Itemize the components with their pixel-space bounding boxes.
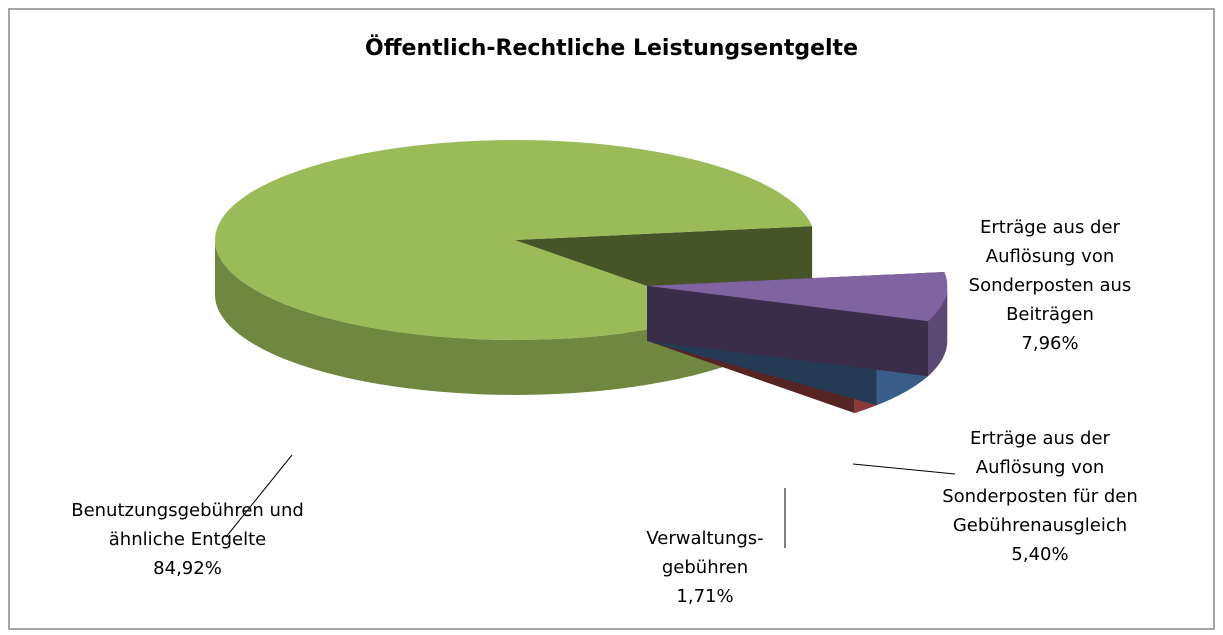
slice-label: Verwaltungs-gebühren 1,71% xyxy=(630,524,780,611)
chart-title: Öffentlich-Rechtliche Leistungsentgelte xyxy=(365,36,858,61)
slice xyxy=(214,139,813,340)
leader-line xyxy=(852,463,956,475)
category-label: Erträge aus der Auflösung von Sonderpost… xyxy=(942,428,1138,536)
pie xyxy=(214,139,948,414)
slice-side xyxy=(215,240,723,395)
slice-face xyxy=(647,285,928,377)
value-label: 5,40% xyxy=(1011,544,1069,565)
category-label: Benutzungsgebühren und ähnliche Entgelte xyxy=(71,500,304,550)
value-label: 1,71% xyxy=(676,586,734,607)
category-label: Verwaltungs-gebühren xyxy=(646,528,764,578)
slice-side xyxy=(928,285,948,377)
leader-line xyxy=(225,454,293,538)
slice-label: Erträge aus der Auflösung von Sonderpost… xyxy=(960,213,1140,358)
value-label: 84,92% xyxy=(153,558,222,579)
slice xyxy=(647,272,948,322)
category-label: Erträge aus der Auflösung von Sonderpost… xyxy=(968,217,1132,325)
slice-label: Benutzungsgebühren und ähnliche Entgelte… xyxy=(60,496,315,583)
value-label: 7,96% xyxy=(1021,333,1079,354)
slice-label: Erträge aus der Auflösung von Sonderpost… xyxy=(925,424,1155,569)
